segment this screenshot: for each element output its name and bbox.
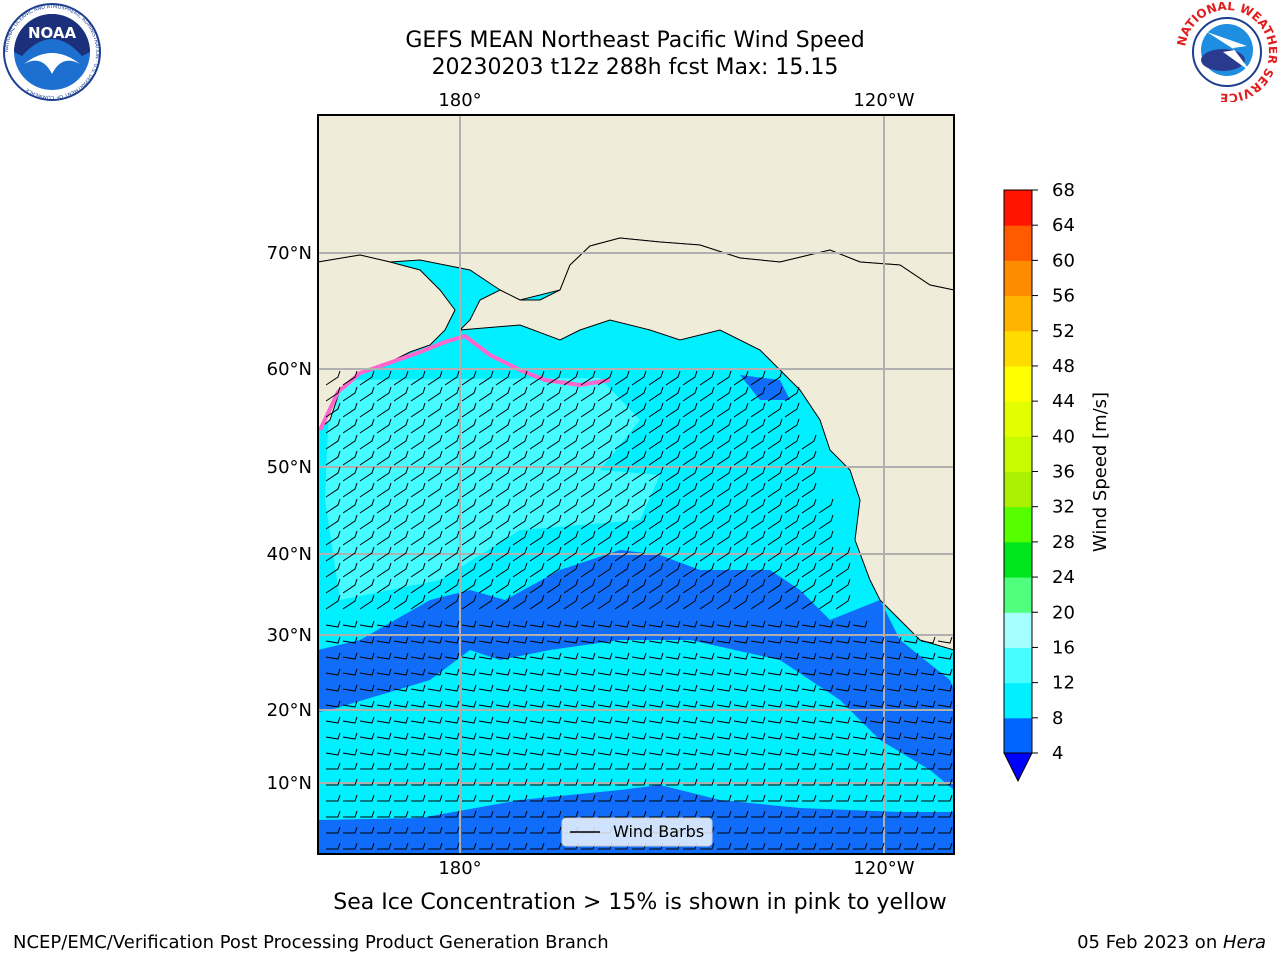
chart-subtitle: 20230203 t12z 288h fcst Max: 15.15 [431, 55, 839, 80]
colorbar-tick-label: 52 [1052, 321, 1075, 342]
colorbar-tick-label: 8 [1052, 708, 1063, 729]
lat-label-40n: 40°N [267, 544, 312, 565]
sea-ice-caption: Sea Ice Concentration > 15% is shown in … [333, 890, 947, 915]
lat-label-10n: 10°N [267, 773, 312, 794]
colorbar-tick-label: 68 [1052, 180, 1075, 201]
colorbar-segment [1004, 682, 1032, 719]
colorbar-segment [1004, 647, 1032, 684]
lon-label-top-180: 180° [438, 90, 481, 111]
colorbar-segment [1004, 506, 1032, 543]
colorbar-tick-label: 16 [1052, 637, 1075, 658]
colorbar-segment [1004, 330, 1032, 367]
colorbar-tick-label: 20 [1052, 602, 1075, 623]
wind-barb-field [325, 370, 953, 850]
colorbar-tick-label: 44 [1052, 391, 1075, 412]
colorbar-tick-label: 56 [1052, 286, 1075, 307]
wind-patch-light [325, 378, 660, 600]
colorbar-extend-arrow [1003, 752, 1033, 783]
lon-label-bottom-180: 180° [438, 858, 481, 879]
lat-label-20n: 20°N [267, 700, 312, 721]
map-area [318, 115, 954, 854]
map-legend: Wind Barbs [561, 817, 713, 847]
footer-host: Hera [1222, 932, 1266, 953]
colorbar: 68 64 60 56 52 48 44 40 36 32 28 24 20 16 12 8 4 [1003, 180, 1075, 783]
lat-label-30n: 30°N [267, 625, 312, 646]
footer-date: 05 Feb 2023 on Hera [1077, 932, 1266, 953]
colorbar-tick-label: 36 [1052, 462, 1075, 483]
land-siberia [318, 254, 456, 431]
lat-label-50n: 50°N [267, 457, 312, 478]
colorbar-tick-label: 28 [1052, 532, 1075, 553]
colorbar-segment [1004, 577, 1032, 613]
colorbar-segment [1004, 190, 1032, 226]
lat-label-70n: 70°N [267, 243, 312, 264]
colorbar-segment [1004, 541, 1032, 578]
colorbar-segment [1004, 717, 1032, 754]
lon-label-bottom-120w: 120°W [853, 858, 914, 879]
colorbar-segment [1004, 471, 1032, 508]
colorbar-tick-label: 32 [1052, 497, 1075, 518]
colorbar-tick-label: 60 [1052, 250, 1075, 271]
colorbar-tick-label: 48 [1052, 356, 1075, 377]
colorbar-tick-label: 64 [1052, 215, 1075, 236]
lat-label-60n: 60°N [267, 359, 312, 380]
graticule [318, 115, 954, 854]
colorbar-tick-label: 4 [1052, 743, 1063, 764]
colorbar-segment [1004, 225, 1032, 261]
wind-band-dark [318, 550, 954, 790]
colorbar-segment [1004, 612, 1032, 648]
nws-logo: NATIONAL WEATHER SERVICE [1177, 2, 1277, 102]
wind-barbs [325, 370, 953, 850]
footer-date-text: 05 Feb 2023 on [1077, 932, 1223, 953]
colorbar-segment [1004, 436, 1032, 472]
land-alaska [458, 237, 954, 651]
map-frame [317, 114, 955, 855]
colorbar-tick-label: 24 [1052, 567, 1075, 588]
colorbar-tick-label: 12 [1052, 673, 1075, 694]
footer-credit: NCEP/EMC/Verification Post Processing Pr… [13, 932, 609, 953]
colorbar-tick-label: 40 [1052, 426, 1075, 447]
colorbar-segment [1004, 295, 1032, 332]
colorbar-segment [1004, 365, 1032, 402]
colorbar-segment [1004, 401, 1032, 437]
noaa-logo-text: NOAA [28, 24, 77, 42]
colorbar-segment [1004, 260, 1032, 297]
legend-label: Wind Barbs [613, 822, 704, 841]
noaa-logo: NOAA NATIONAL OCEANIC AND ATMOSPHERIC AD… [3, 3, 101, 101]
chart-title: GEFS MEAN Northeast Pacific Wind Speed [405, 28, 865, 53]
wind-band-dark-east [740, 375, 800, 420]
sea-ice-fringe [318, 333, 611, 431]
colorbar-label: Wind Speed [m/s] [1090, 392, 1111, 552]
lon-label-top-120w: 120°W [853, 90, 914, 111]
